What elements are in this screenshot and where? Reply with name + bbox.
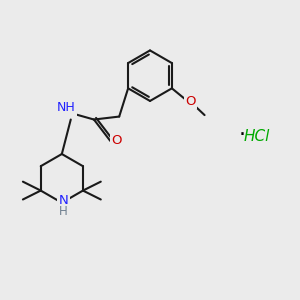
Text: H: H — [59, 205, 68, 218]
Text: ·: · — [238, 125, 246, 145]
Text: NH: NH — [57, 101, 76, 114]
Text: O: O — [185, 94, 196, 108]
Text: HCl: HCl — [244, 129, 270, 144]
Text: N: N — [58, 194, 68, 207]
Text: O: O — [112, 134, 122, 147]
